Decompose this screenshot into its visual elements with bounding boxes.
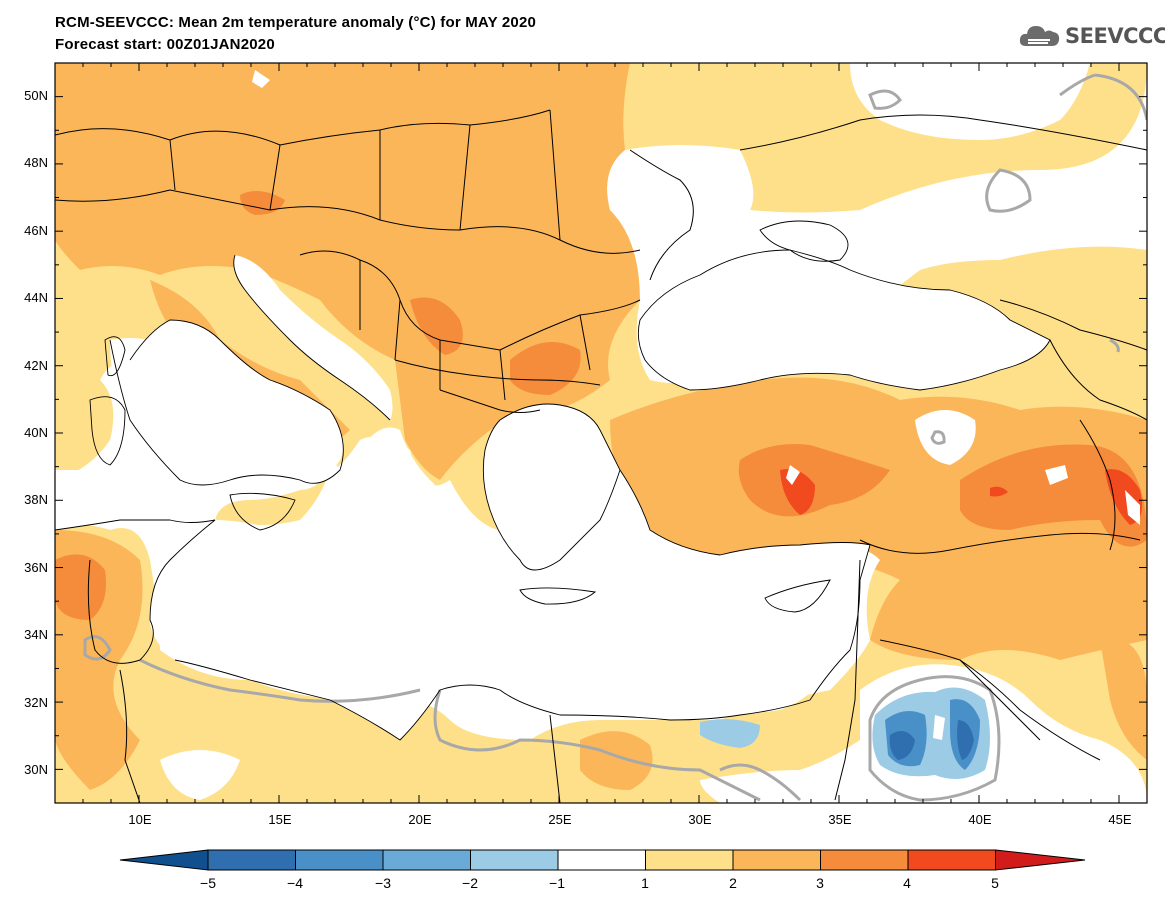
anomaly-region-neutral: [1125, 490, 1140, 525]
seevccc-logo: SEEVCCC: [1018, 22, 1165, 50]
anomaly-region-3-4: [960, 444, 1147, 547]
colorbar-swatch: [820, 849, 909, 871]
lat-tick-label: 46N: [24, 223, 48, 238]
colorbar-extend-high: [995, 849, 1086, 871]
lon-tick-label: 40E: [968, 812, 992, 827]
country-borders: [55, 109, 1147, 803]
anomaly-region-neutral: [786, 465, 800, 485]
anomaly-region-neutral: [252, 70, 270, 88]
lon-tick-label: 15E: [268, 812, 292, 827]
lat-tick-label: 48N: [24, 155, 48, 170]
anomaly-region-neutral: [160, 750, 240, 800]
colorbar-label: 1: [641, 875, 649, 891]
axis-ticks: [55, 63, 1148, 803]
colorbar-label: −3: [375, 875, 391, 891]
colorbar-label: −5: [200, 875, 216, 891]
anomaly-region-2-3: [580, 731, 653, 790]
anomaly-region-3-4: [410, 297, 463, 355]
colorbar-label: −2: [462, 875, 478, 891]
lat-tick-label: 40N: [24, 425, 48, 440]
lat-tick-label: 42N: [24, 358, 48, 373]
colorbar-label: 5: [991, 875, 999, 891]
lat-tick-label: 32N: [24, 695, 48, 710]
anomaly-region-2-3: [1100, 638, 1147, 760]
anomaly-region-negative: [700, 719, 760, 748]
anomaly-region-3-4: [55, 554, 106, 620]
colorbar-swatch: [907, 849, 996, 871]
forecast-start-label: Forecast start: 00Z01JAN2020: [55, 36, 275, 53]
anomaly-region-2-3: [55, 63, 640, 480]
anomaly-field: [55, 63, 1147, 803]
lon-tick-label: 20E: [408, 812, 432, 827]
colorbar-extend-low: [119, 849, 209, 871]
anomaly-region-3-4: [738, 444, 890, 517]
lon-tick-label: 35E: [828, 812, 852, 827]
map-title: RCM-SEEVCCC: Mean 2m temperature anomaly…: [55, 14, 537, 31]
colorbar-swatch: [470, 849, 559, 871]
lon-tick-label: 25E: [548, 812, 572, 827]
colorbar-swatch: [732, 849, 821, 871]
coastlines: [55, 220, 1051, 741]
colorbar-label: 3: [816, 875, 824, 891]
anomaly-region-neutral: [1045, 465, 1068, 485]
lat-tick-label: 34N: [24, 627, 48, 642]
colorbar-swatch: [295, 849, 384, 871]
colorbar-label: 2: [729, 875, 737, 891]
colorbar: [119, 849, 1086, 871]
logo-text: SEEVCCC: [1065, 24, 1165, 48]
colorbar-label: −4: [287, 875, 303, 891]
lat-tick-label: 38N: [24, 492, 48, 507]
anomaly-region-neutral: [933, 715, 945, 740]
colorbar-swatch: [382, 849, 471, 871]
lat-tick-label: 30N: [24, 762, 48, 777]
zero-contour: [83, 73, 1147, 802]
lat-tick-label: 36N: [24, 560, 48, 575]
anomaly-region-negative: [957, 720, 974, 760]
lat-tick-label: 50N: [24, 88, 48, 103]
cloud-icon: [1019, 26, 1060, 46]
lat-tick-label: 44N: [24, 290, 48, 305]
anomaly-region-2-3: [610, 377, 1147, 660]
anomaly-region-3-4: [510, 342, 581, 395]
anomaly-region-negative: [889, 731, 915, 760]
lon-tick-label: 30E: [688, 812, 712, 827]
anomaly-region-4-5: [990, 486, 1008, 497]
colorbar-swatch: [645, 849, 734, 871]
colorbar-label: −1: [549, 875, 565, 891]
anomaly-region-neutral: [850, 63, 1090, 140]
lon-tick-label: 45E: [1108, 812, 1132, 827]
colorbar-label: 4: [903, 875, 911, 891]
lon-tick-label: 10E: [128, 812, 152, 827]
sea-mask: [55, 228, 1050, 740]
colorbar-swatch: [557, 849, 646, 871]
colorbar-swatch: [207, 849, 296, 871]
